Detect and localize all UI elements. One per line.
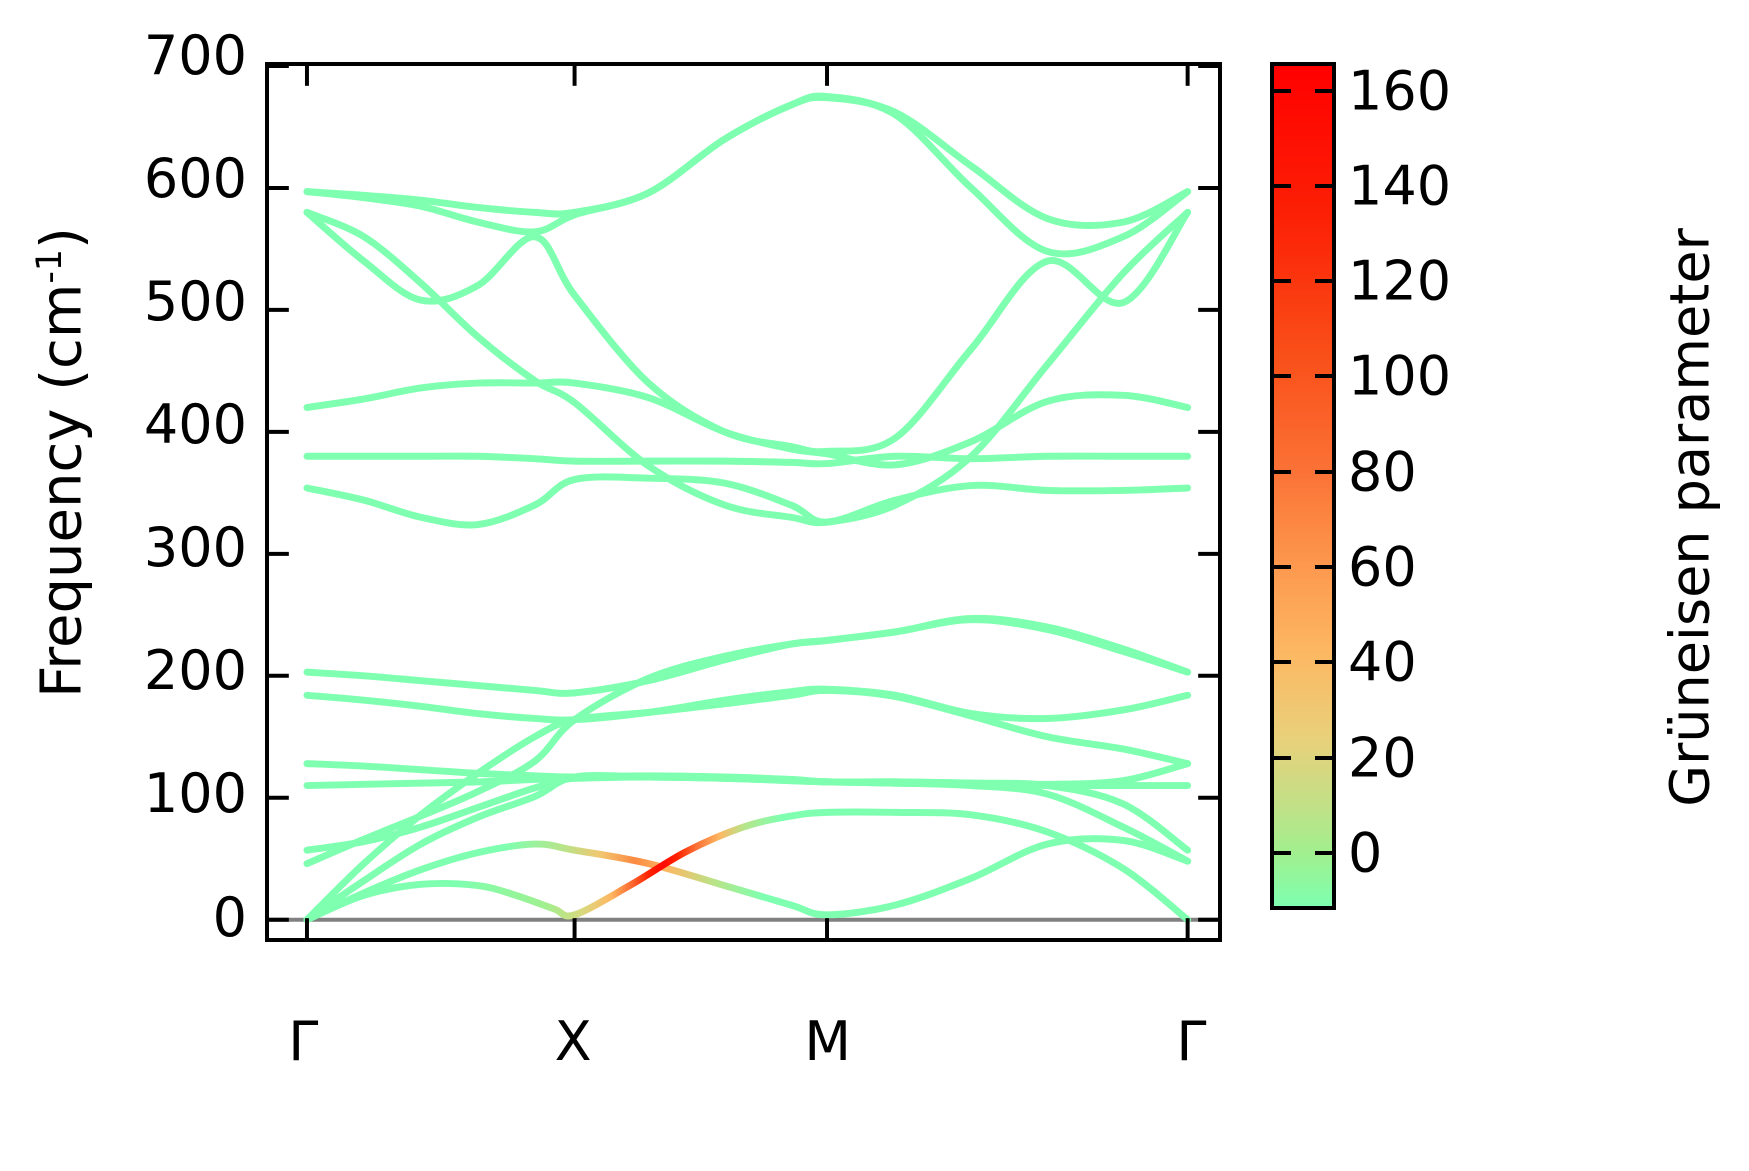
phonon-branch xyxy=(303,686,1192,924)
colorbar-tick-mark xyxy=(1270,660,1336,665)
colorbar-gradient xyxy=(1274,66,1332,906)
colorbar xyxy=(1270,62,1336,910)
colorbar-tick-mark xyxy=(1270,564,1336,569)
phonon-branch xyxy=(303,93,1192,236)
y-tick-label: 200 xyxy=(143,639,247,703)
y-tick-label: 0 xyxy=(212,885,247,949)
phonon-branch xyxy=(303,835,1192,924)
colorbar-tick-label: 160 xyxy=(1348,59,1452,123)
phonon-branch xyxy=(303,473,1192,529)
colorbar-tick-label: 100 xyxy=(1348,344,1452,408)
colorbar-tick-mark xyxy=(1270,279,1336,284)
colorbar-tick-mark xyxy=(1270,755,1336,760)
colorbar-tick-label: 120 xyxy=(1348,249,1452,313)
plot-axes xyxy=(265,62,1222,942)
colorbar-label: Grüneisen parameter xyxy=(1658,228,1722,807)
phonon-branch xyxy=(303,452,1192,468)
phonon-branches xyxy=(303,92,1192,924)
phonon-branch xyxy=(303,616,1192,697)
y-axis-label: Frequency (cm-1) xyxy=(30,83,95,843)
y-tick-label: 300 xyxy=(143,516,247,580)
colorbar-tick-label: 80 xyxy=(1348,440,1417,504)
colorbar-tick-label: 140 xyxy=(1348,154,1452,218)
phonon-branch xyxy=(303,208,1192,527)
colorbar-tick-label: 40 xyxy=(1348,630,1417,694)
phonon-dispersion-curves xyxy=(269,66,1218,938)
y-tick-label: 400 xyxy=(143,393,247,457)
y-tick-label: 100 xyxy=(143,762,247,826)
y-tick-label: 700 xyxy=(143,24,247,87)
phonon-branch xyxy=(303,378,1192,469)
y-axis-label-text: Frequency (cm xyxy=(29,283,95,698)
colorbar-tick-label: 0 xyxy=(1348,821,1383,885)
phonon-branch xyxy=(303,208,1192,456)
phonon-branch xyxy=(303,760,1192,788)
y-axis-label-tail: ) xyxy=(29,227,95,249)
y-axis-tick-marks xyxy=(269,66,1218,922)
colorbar-tick-mark xyxy=(1270,469,1336,474)
colorbar-tick-label: 60 xyxy=(1348,535,1417,599)
x-tick-label: X xyxy=(554,1010,592,1073)
x-axis-tick-marks xyxy=(304,66,1190,938)
phonon-branch xyxy=(303,92,1192,258)
x-tick-label: Γ xyxy=(1176,1010,1207,1073)
colorbar-tick-label: 20 xyxy=(1348,726,1417,790)
phonon-branch xyxy=(303,685,1192,724)
y-tick-label: 600 xyxy=(143,147,247,211)
colorbar-tick-mark xyxy=(1270,850,1336,855)
x-tick-label: Γ xyxy=(288,1010,319,1073)
y-tick-label: 500 xyxy=(143,270,247,334)
phonon-branch xyxy=(303,808,1192,924)
x-tick-label: M xyxy=(804,1010,851,1073)
colorbar-tick-mark xyxy=(1270,374,1336,379)
colorbar-tick-mark xyxy=(1270,88,1336,93)
colorbar-tick-mark xyxy=(1270,183,1336,188)
y-axis-label-superscript: -1 xyxy=(29,248,70,284)
